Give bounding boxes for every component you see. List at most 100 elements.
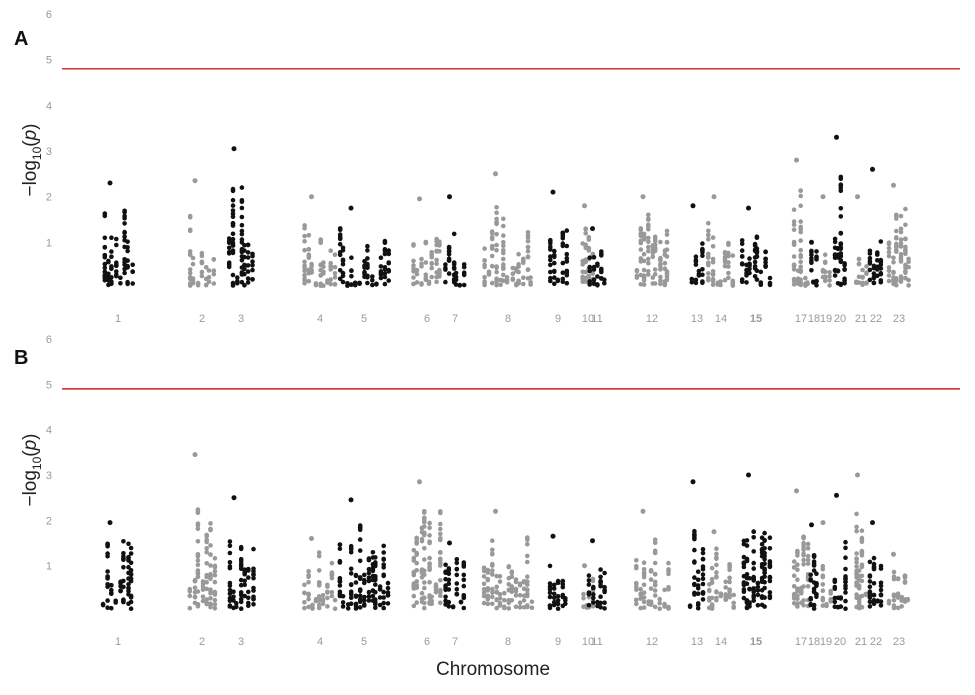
snp-point-b-chr15: [751, 566, 756, 571]
y-label-open: (: [20, 450, 41, 457]
x-tick-label-b-chr3: 3: [238, 636, 244, 648]
snp-point-b-chr5: [337, 542, 343, 547]
snp-point-b-chr5: [373, 597, 378, 602]
snp-point-a-chr3: [235, 278, 240, 284]
snp-point-a-chr2: [199, 260, 205, 266]
snp-point-a-chr4: [302, 276, 307, 281]
snp-point-b-chr6: [414, 552, 420, 557]
snp-point-b-chr12: [657, 600, 662, 606]
snp-point-a-chr1: [109, 235, 114, 240]
snp-point-b-chr1: [128, 560, 134, 566]
snp-point-b-chr15: [767, 575, 773, 580]
x-axis-label: Chromosome: [436, 659, 550, 680]
panel-label-b: B: [14, 347, 28, 369]
snp-point-b-chr3: [238, 582, 244, 588]
snp-point-b-chr5: [353, 573, 359, 579]
snp-point-b-chr23: [891, 603, 897, 608]
x-tick-label-a-chr19: 19: [820, 313, 832, 325]
snp-point-a-chr9: [552, 252, 557, 258]
snp-point-a-chr12: [652, 281, 658, 286]
snp-point-b-chr2: [204, 561, 209, 566]
snp-point-a-chr5: [357, 281, 362, 287]
snp-point-b-chr10: [581, 591, 586, 597]
snp-point-b-chr6: [427, 562, 432, 567]
snp-point-b-chr3: [246, 589, 251, 595]
snp-point-a-chr13: [700, 253, 705, 258]
snp-point-b-chr8: [497, 603, 503, 608]
snp-point-a-chr18: [809, 260, 814, 266]
snp-point-b-chr7: [446, 581, 452, 586]
snp-point-b-chr5: [337, 583, 343, 588]
snp-point-a-chr1: [106, 259, 111, 265]
snp-point-b-chr6: [414, 535, 420, 541]
snp-point-a-chr4: [302, 265, 307, 271]
snp-point-b-chr8: [497, 591, 503, 597]
snp-point-b-chr4: [316, 553, 322, 559]
snp-point-a-chr5: [382, 274, 388, 280]
snp-point-b-chr15: [751, 529, 756, 534]
snp-point-b-chr4: [316, 568, 322, 573]
snp-point-a-chr12: [646, 239, 651, 245]
snp-point-b-chr4: [329, 573, 335, 578]
snp-point-a-chr8: [501, 239, 506, 245]
snp-point-a-chr3: [245, 276, 251, 281]
snp-point-b-chr14: [723, 597, 728, 602]
snp-point-a-chr7: [461, 262, 467, 267]
snp-point-b-chr1: [109, 582, 114, 588]
y-label-close: ): [20, 433, 41, 439]
snp-point-b-chr3: [227, 591, 233, 596]
snp-point-a-chr14: [726, 270, 731, 276]
snp-point-a-chr12: [652, 234, 658, 240]
snp-point-a-chr7: [446, 256, 452, 262]
snp-point-a-chr3: [230, 197, 236, 203]
x-tick-label-b-chr7: 7: [452, 636, 458, 648]
snp-point-a-chr10: [586, 237, 592, 242]
peak-point-b-chr5: [348, 497, 354, 503]
snp-point-b-chr3: [227, 583, 233, 589]
snp-point-a-chr22: [867, 261, 873, 266]
snp-point-b-chr1: [128, 571, 134, 577]
snp-point-b-chr13: [692, 533, 697, 538]
snp-point-b-chr20: [843, 555, 848, 560]
snp-point-b-chr6: [414, 584, 420, 590]
snp-point-b-chr13: [692, 547, 697, 553]
snp-point-b-chr17: [799, 591, 804, 596]
snp-point-b-chr8: [490, 538, 495, 543]
x-tick-label-a-chr23: 23: [893, 313, 905, 325]
snp-point-b-chr4: [325, 595, 330, 601]
snp-point-b-chr2: [200, 581, 206, 586]
snp-point-a-chr2: [211, 257, 217, 262]
snp-point-b-chr11: [591, 585, 596, 591]
snp-point-b-chr13: [695, 586, 701, 591]
snp-point-a-chr17: [791, 227, 797, 232]
snp-point-b-chr17: [805, 541, 811, 547]
snp-point-b-chr4: [320, 597, 326, 602]
snp-point-b-chr2: [208, 604, 213, 610]
snp-point-b-chr8: [494, 573, 500, 579]
snp-point-b-chr8: [485, 593, 491, 599]
snp-point-a-chr23: [886, 253, 892, 259]
x-tick-label-a-chr20: 20: [834, 313, 846, 325]
snp-point-a-chr23: [886, 240, 892, 245]
snp-point-b-chr9: [547, 581, 553, 586]
snp-point-a-chr14: [722, 259, 728, 265]
snp-point-a-chr4: [328, 267, 334, 272]
snp-point-b-chr5: [362, 580, 367, 586]
snp-point-b-chr2: [212, 591, 218, 596]
snp-point-a-chr23: [894, 278, 899, 284]
snp-point-a-chr1: [102, 265, 108, 271]
peak-point-b-chr18: [809, 522, 814, 528]
peak-point-b-chr13: [690, 479, 696, 485]
snp-point-b-chr14: [727, 579, 732, 585]
snp-point-b-chr12: [641, 595, 647, 600]
snp-point-b-chr9: [551, 599, 557, 605]
snp-point-b-chr3: [238, 606, 244, 611]
snp-point-b-chr12: [652, 593, 658, 598]
snp-point-b-chr5: [381, 557, 387, 562]
snp-point-a-chr23: [898, 229, 904, 235]
snp-point-a-chr14: [722, 263, 728, 269]
snp-point-b-chr6: [422, 600, 427, 606]
snp-point-b-chr2: [200, 598, 206, 604]
snp-point-b-chr21: [859, 548, 865, 554]
snp-point-b-chr12: [634, 563, 639, 569]
